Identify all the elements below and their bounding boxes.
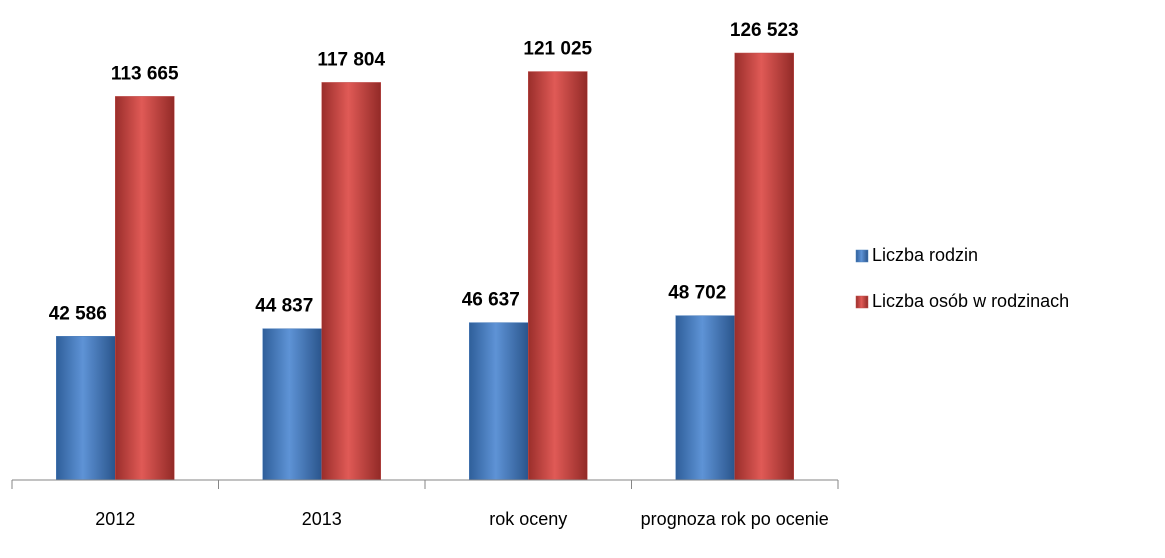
bar (469, 322, 529, 481)
legend-swatch (855, 249, 869, 263)
value-label: 113 665 (111, 63, 179, 84)
legend-label: Liczba osób w rodzinach (872, 291, 1069, 311)
value-label: 44 837 (255, 296, 313, 317)
x-tick-label: 2012 (95, 509, 136, 529)
bar (321, 82, 381, 481)
bar (734, 52, 794, 481)
bar (675, 315, 735, 481)
value-label: 48 702 (668, 283, 726, 304)
x-tick-label: rok oceny (489, 509, 568, 529)
bar (262, 328, 322, 481)
bar (528, 71, 588, 481)
value-label: 42 586 (49, 303, 107, 324)
value-label: 117 804 (317, 49, 385, 70)
legend-label: Liczba rodzin (872, 245, 978, 265)
value-label: 126 523 (730, 20, 799, 41)
bar (115, 96, 175, 481)
legend-swatch (855, 295, 869, 309)
value-label: 46 637 (462, 290, 520, 311)
x-tick-label: prognoza rok po ocenie (640, 509, 829, 529)
x-tick-label: 2013 (301, 509, 342, 529)
bar (56, 336, 116, 481)
value-label: 121 025 (523, 39, 592, 60)
